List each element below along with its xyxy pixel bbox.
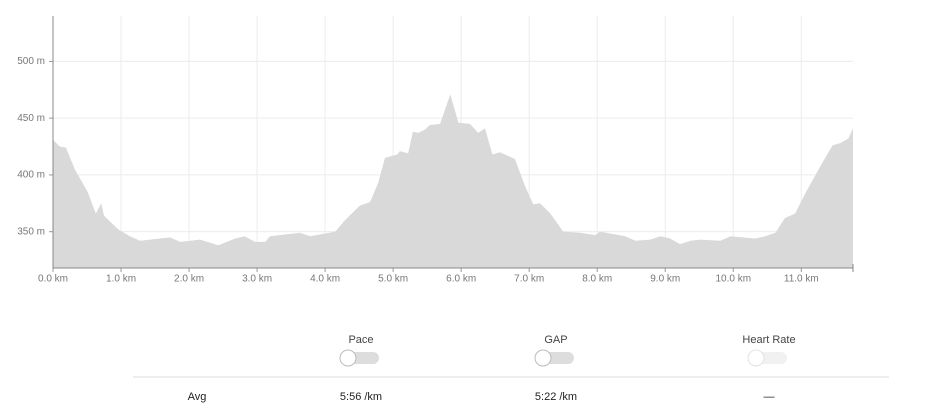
toggle-label: Pace [348, 334, 373, 346]
x-tick-label: 7.0 km [514, 274, 544, 285]
y-tick-label: 450 m [17, 113, 45, 124]
toggle-label: GAP [544, 334, 567, 346]
x-tick-label: 9.0 km [650, 274, 680, 285]
toggle[interactable] [339, 349, 379, 367]
x-tick-label: 0.0 km [38, 274, 68, 285]
toggle-knob [747, 349, 765, 367]
stat-value: — [764, 391, 775, 403]
elevation-area [53, 94, 853, 268]
toggle [747, 349, 787, 367]
toggle[interactable] [534, 349, 574, 367]
toggle-knob [534, 349, 552, 367]
stat-value: 5:22 /km [535, 391, 577, 403]
x-tick-label: 10.0 km [715, 274, 751, 285]
toggle-label: Heart Rate [742, 334, 795, 346]
toggle-knob [339, 349, 357, 367]
x-tick-label: 11.0 km [784, 274, 819, 285]
x-tick-label: 8.0 km [582, 274, 612, 285]
toggle-track [749, 352, 787, 364]
x-tick-label: 6.0 km [446, 274, 476, 285]
stat-value: 5:56 /km [340, 391, 382, 403]
stats-label: Avg [188, 391, 207, 403]
x-tick-label: 2.0 km [174, 274, 204, 285]
y-tick-label: 400 m [17, 170, 45, 181]
x-tick-label: 3.0 km [242, 274, 272, 285]
y-tick-label: 350 m [17, 226, 45, 237]
x-tick-label: 5.0 km [378, 274, 408, 285]
x-tick-label: 1.0 km [106, 274, 136, 285]
y-tick-label: 500 m [17, 56, 45, 67]
x-tick-label: 4.0 km [310, 274, 340, 285]
